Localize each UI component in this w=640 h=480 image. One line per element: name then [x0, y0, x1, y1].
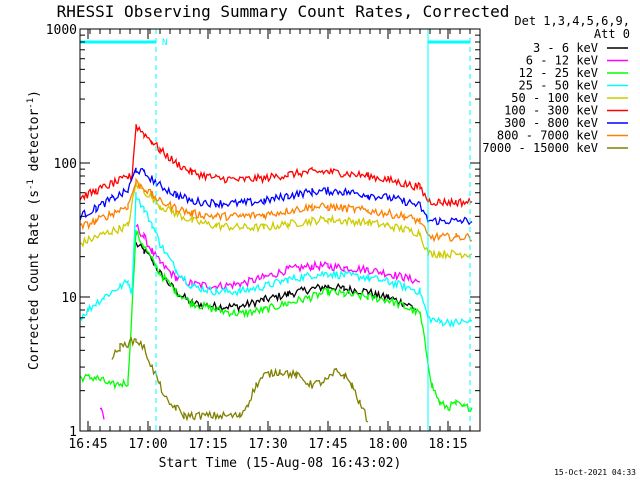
night-label: N	[162, 38, 167, 48]
chart-title: RHESSI Observing Summary Count Rates, Co…	[57, 2, 510, 21]
series-line	[79, 124, 473, 209]
legend-label: 50 - 100 keV	[511, 91, 598, 105]
attenuator-label: Att 0	[594, 27, 630, 41]
y-axis-label: Corrected Count Rate (s-1 detector-1)	[26, 90, 42, 370]
y-tick-label: 1000	[46, 23, 77, 38]
series-3	[79, 191, 473, 329]
x-axis-label: Start Time (15-Aug-08 16:43:02)	[159, 456, 402, 471]
night-markers: N	[80, 29, 471, 431]
legend-label: 300 - 800 keV	[504, 116, 598, 130]
series-0	[135, 242, 416, 313]
series-line	[79, 191, 473, 329]
legend-label: 6 - 12 keV	[526, 54, 598, 68]
series-line	[79, 229, 473, 413]
series-line	[79, 177, 473, 243]
legend-label: 25 - 50 keV	[519, 79, 598, 93]
series-line	[111, 336, 369, 423]
y-tick-label: 100	[54, 157, 77, 172]
x-tick-label: 16:45	[68, 437, 107, 452]
series-layer	[79, 124, 473, 423]
x-tick-label: 18:00	[368, 437, 407, 452]
x-tick-label: 17:15	[188, 437, 227, 452]
axes: 16:45 17:00 17:15 17:30 17:45 18:00 18:15 1 10 10…	[46, 23, 481, 452]
legend-label: 12 - 25 keV	[519, 66, 598, 80]
legend-label: 800 - 7000 keV	[497, 129, 598, 143]
series-5	[79, 124, 473, 209]
series-line	[135, 242, 416, 313]
y-tick-label: 1	[69, 425, 77, 440]
series-1	[99, 223, 421, 420]
x-tick-label: 17:00	[128, 437, 167, 452]
x-tick-label: 17:30	[248, 437, 287, 452]
legend-label: 7000 - 15000 keV	[482, 141, 598, 155]
x-tick-label: 18:15	[428, 437, 467, 452]
series-7	[79, 177, 473, 243]
x-tick-label: 17:45	[308, 437, 347, 452]
detector-label: Det 1,3,4,5,6,9,	[514, 14, 630, 28]
series-line	[79, 167, 473, 226]
series-2	[79, 229, 473, 413]
y-tick-label: 10	[61, 291, 77, 306]
series-6	[79, 167, 473, 226]
series-8	[111, 336, 369, 423]
timestamp: 15-Oct-2021 04:33	[554, 468, 636, 477]
legend-label: 100 - 300 keV	[504, 104, 598, 118]
series-line	[99, 223, 421, 420]
legend-label: 3 - 6 keV	[533, 41, 598, 55]
